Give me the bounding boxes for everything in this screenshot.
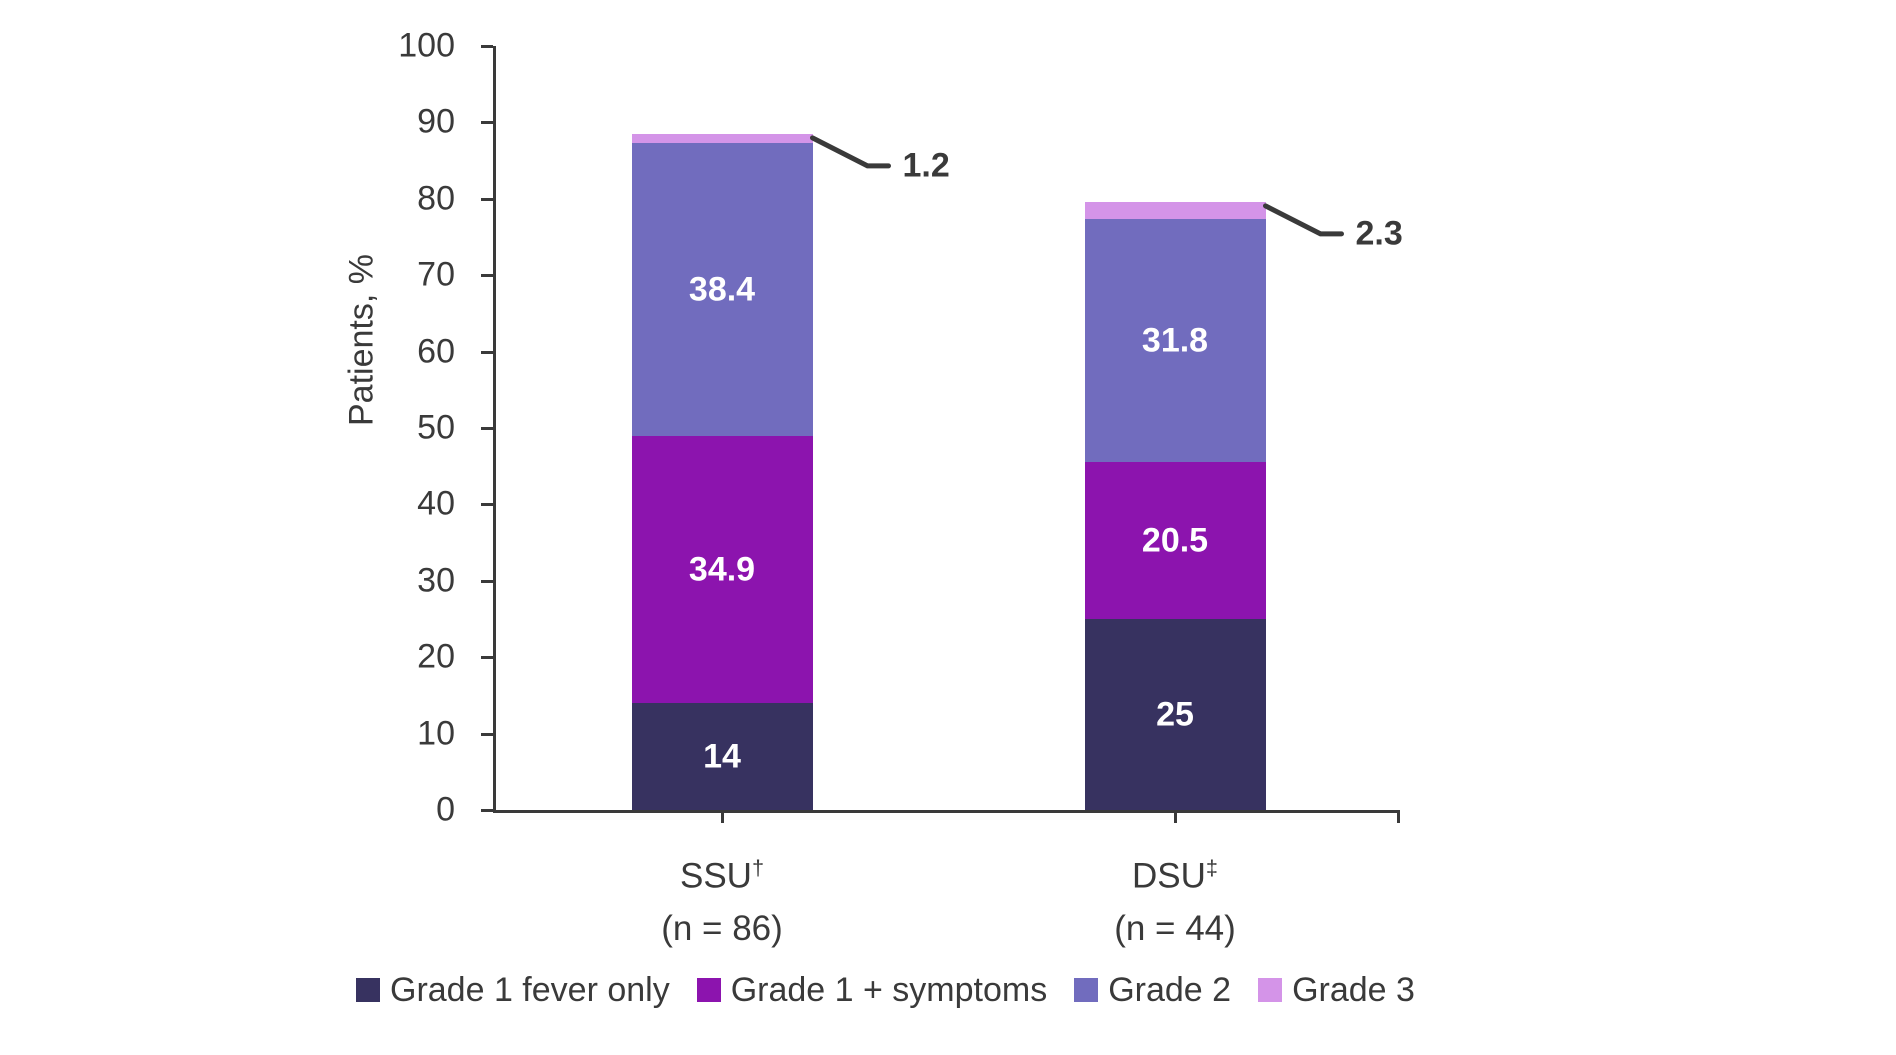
legend-label: Grade 1 + symptoms [730, 970, 1048, 1009]
y-tick-mark [481, 197, 493, 201]
x-tick-mark [1174, 813, 1177, 823]
bar-value-label: 14 [703, 737, 741, 775]
bar-segment: 34.9 [631, 436, 813, 704]
legend-item: Grade 2 [1074, 971, 1231, 1010]
bar-segment [1084, 201, 1266, 220]
x-category-marker: † [751, 855, 765, 880]
x-category-name: DSU‡ [1132, 855, 1218, 896]
y-tick-mark [481, 579, 493, 583]
legend-swatch [696, 978, 721, 1002]
y-tick-mark [481, 809, 493, 812]
legend: Grade 1 fever only Grade 1 + symptoms Grad… [356, 966, 1415, 1014]
x-category-n: (n = 44) [1114, 908, 1236, 948]
x-category-marker: ‡ [1205, 855, 1218, 880]
legend-label: Grade 3 [1292, 970, 1415, 1009]
bar-value-label: 25 [1156, 695, 1194, 733]
legend-label: Grade 2 [1108, 970, 1232, 1009]
y-tick-label: 30 [417, 561, 455, 600]
x-category-label: SSU† (n = 86) [572, 842, 872, 955]
callout-line [1263, 203, 1344, 237]
legend-item: Grade 1 fever only [356, 971, 670, 1010]
y-tick-mark [481, 350, 493, 354]
callout-line [810, 135, 891, 169]
y-tick-label: 80 [417, 179, 455, 218]
y-tick-mark [481, 732, 493, 736]
x-axis-line [493, 810, 1400, 813]
y-tick-mark [481, 503, 493, 507]
y-tick-label: 50 [417, 408, 455, 447]
x-category-name: SSU† [679, 855, 765, 896]
y-tick-label: 40 [417, 484, 455, 523]
x-category-n: (n = 86) [661, 908, 783, 948]
y-tick-mark [481, 45, 493, 48]
bar-segment: 31.8 [1084, 219, 1266, 463]
y-tick-mark [481, 427, 493, 430]
y-tick-mark [481, 656, 493, 660]
bar-value-label: 38.4 [688, 270, 756, 309]
y-tick-label: 0 [436, 790, 455, 829]
legend-item: Grade 1 + symptoms [696, 970, 1048, 1010]
bar-segment: 25 [1084, 619, 1266, 810]
bar-segment: 38.4 [631, 143, 813, 437]
x-category-label: DSU‡ (n = 44) [1025, 842, 1325, 955]
bar-value-label: 34.9 [688, 550, 756, 589]
callout-value-label: 2.3 [1355, 214, 1403, 253]
bar-value-label: 20.5 [1141, 521, 1209, 560]
x-tick-mark [721, 813, 724, 823]
y-axis-line [493, 46, 496, 810]
y-tick-label: 60 [417, 332, 455, 371]
legend-item: Grade 3 [1258, 971, 1415, 1010]
y-tick-mark [481, 121, 493, 125]
legend-swatch [1258, 978, 1283, 1002]
legend-swatch [1074, 978, 1099, 1002]
y-tick-mark [481, 274, 493, 278]
y-tick-label: 20 [417, 637, 455, 676]
y-tick-label: 10 [417, 714, 455, 753]
x-axis-end-tick [1397, 813, 1400, 823]
bar-segment: 14 [631, 703, 813, 810]
y-tick-label: 90 [417, 102, 455, 141]
bar-segment [631, 133, 813, 144]
legend-label: Grade 1 fever only [390, 970, 670, 1009]
y-tick-label: 100 [398, 26, 455, 65]
y-tick-label: 70 [417, 255, 455, 294]
legend-swatch [356, 978, 380, 1002]
callout-value-label: 1.2 [902, 146, 950, 185]
bar-value-label: 31.8 [1141, 321, 1209, 360]
bar-segment: 20.5 [1084, 462, 1266, 619]
